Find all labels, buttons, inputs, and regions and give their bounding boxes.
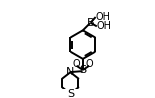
Text: OH: OH <box>95 12 111 22</box>
Text: OH: OH <box>96 21 111 31</box>
Text: O: O <box>85 59 93 69</box>
Text: B: B <box>87 18 94 28</box>
Text: O: O <box>73 59 80 69</box>
Text: N: N <box>66 67 75 77</box>
Text: S: S <box>79 65 86 75</box>
Text: S: S <box>67 89 74 98</box>
